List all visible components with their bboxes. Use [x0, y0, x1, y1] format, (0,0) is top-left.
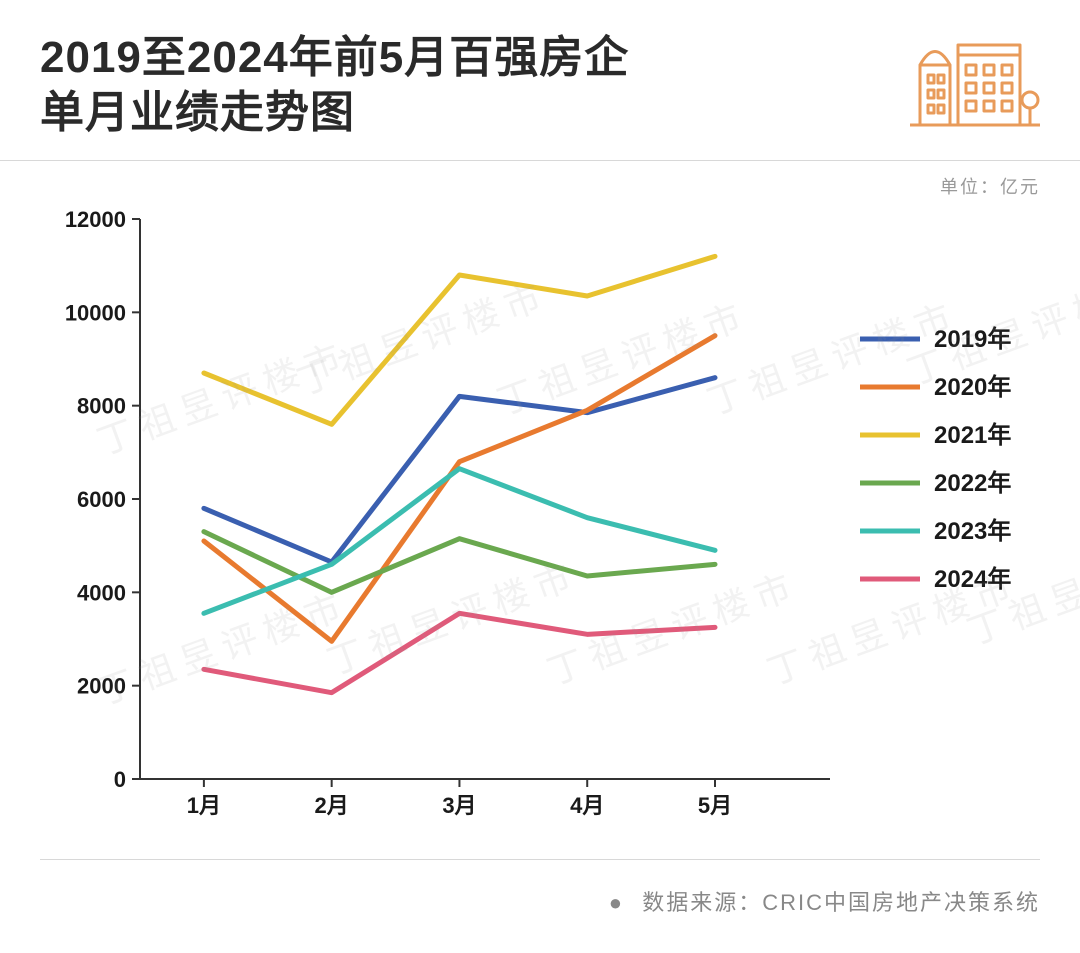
title-line-1: 2019至2024年前5月百强房企	[40, 33, 629, 82]
svg-text:3月: 3月	[442, 793, 476, 818]
unit-label: 单位：亿元	[0, 161, 1080, 199]
source-text: 数据来源：CRIC中国房地产决策系统	[642, 890, 1040, 915]
svg-text:2024年: 2024年	[934, 565, 1011, 593]
svg-text:2022年: 2022年	[934, 469, 1011, 497]
chart-title: 2019至2024年前5月百强房企 单月业绩走势图	[40, 30, 1040, 140]
svg-text:2000: 2000	[77, 674, 126, 699]
svg-text:2023年: 2023年	[934, 517, 1011, 545]
bullet-icon: ●	[609, 890, 624, 915]
svg-text:12000: 12000	[65, 209, 126, 232]
svg-text:10000: 10000	[65, 300, 126, 325]
svg-text:2月: 2月	[315, 793, 349, 818]
title-line-2: 单月业绩走势图	[40, 88, 355, 137]
line-chart: 0 2000 4000 6000 8000 10000 12000 1月 2月 3月 4月 5月 201…	[40, 209, 1040, 829]
svg-text:5月: 5月	[698, 793, 732, 818]
chart-svg: 0 2000 4000 6000 8000 10000 12000 1月 2月 3月 4月 5月 201…	[40, 209, 1040, 829]
svg-text:6000: 6000	[77, 487, 126, 512]
svg-text:8000: 8000	[77, 394, 126, 419]
header: 2019至2024年前5月百强房企 单月业绩走势图	[0, 0, 1080, 161]
svg-text:2019年: 2019年	[934, 325, 1011, 353]
buildings-icon	[910, 20, 1040, 135]
source-label: ● 数据来源：CRIC中国房地产决策系统	[0, 860, 1080, 917]
svg-text:4000: 4000	[77, 580, 126, 605]
svg-text:2021年: 2021年	[934, 421, 1011, 449]
svg-text:2020年: 2020年	[934, 373, 1011, 401]
svg-text:4月: 4月	[570, 793, 604, 818]
svg-text:1月: 1月	[187, 793, 221, 818]
svg-text:0: 0	[114, 767, 126, 792]
